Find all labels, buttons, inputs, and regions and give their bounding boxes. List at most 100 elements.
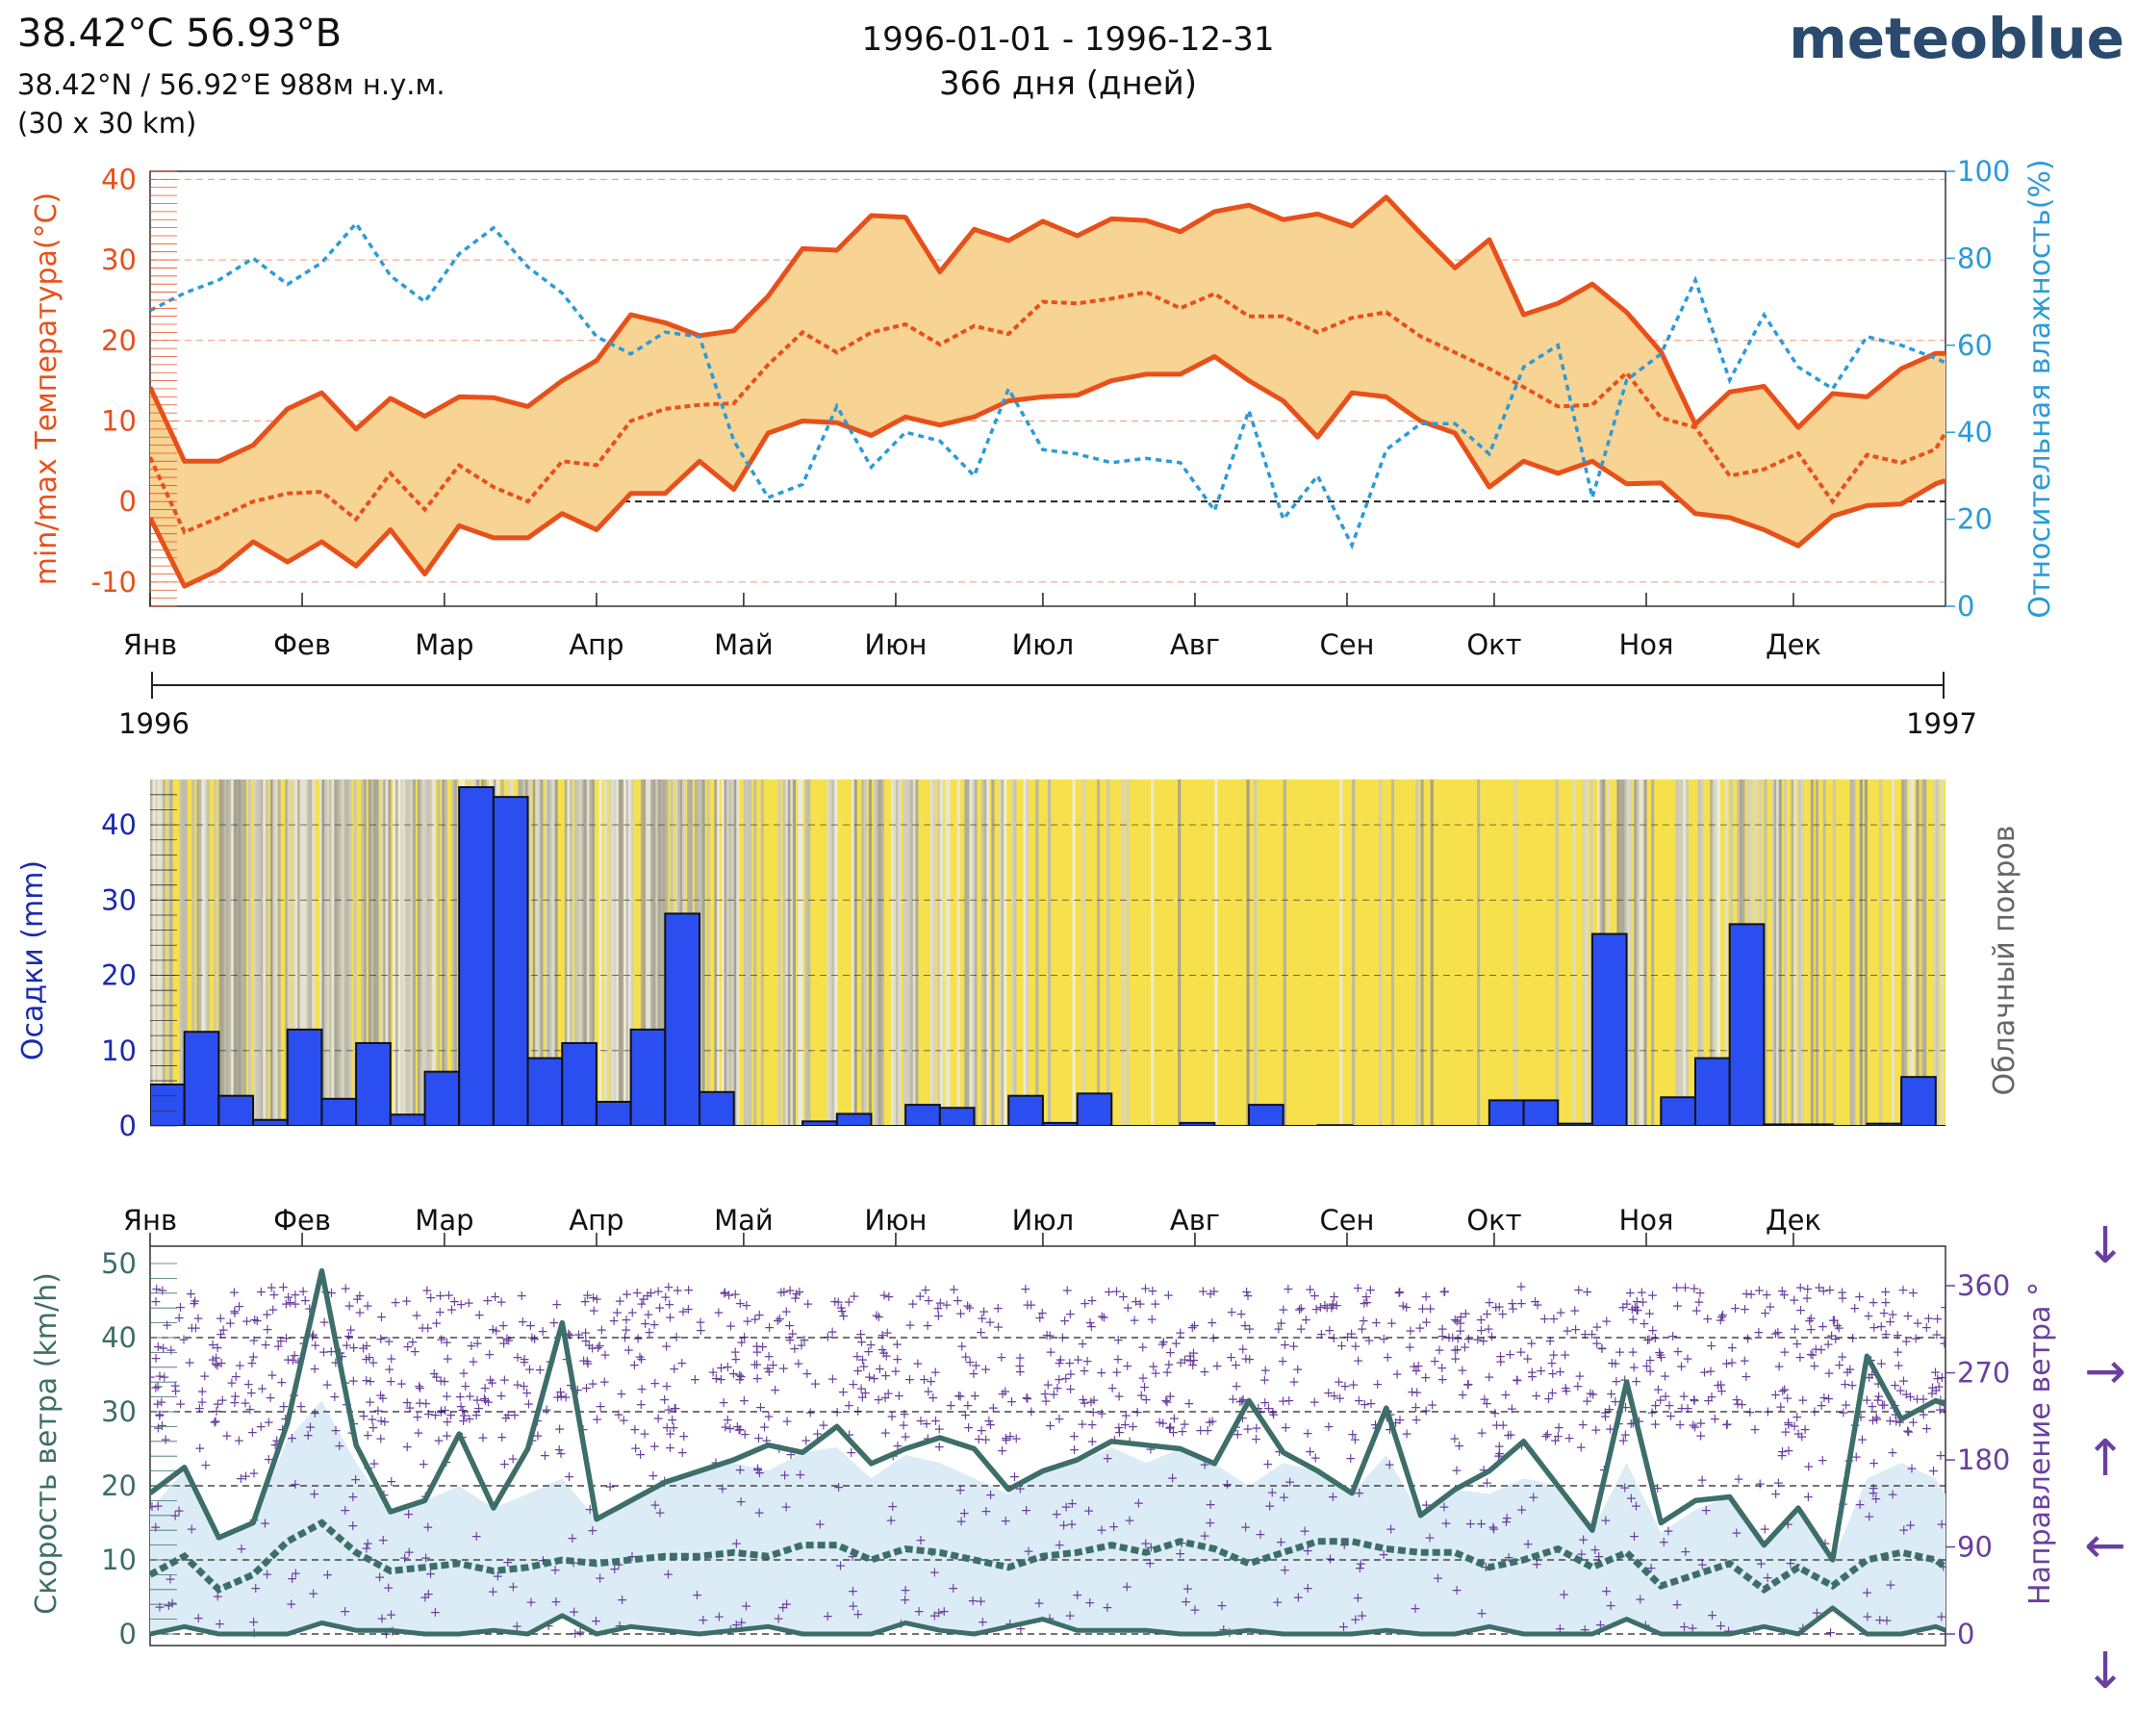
wind-direction-point: + [1936, 1610, 1947, 1625]
wind-direction-point: + [1805, 1322, 1817, 1338]
wind-direction-point: + [1730, 1301, 1742, 1316]
wind-direction-point: + [804, 1406, 816, 1421]
wind-direction-point: + [1325, 1551, 1336, 1567]
wind-direction-point: + [224, 1315, 236, 1331]
wind-direction-point: + [1526, 1366, 1538, 1381]
month-label-10: Ноя [1619, 1204, 1674, 1237]
wind-direction-point: + [563, 1327, 574, 1342]
wind-direction-point: + [292, 1355, 304, 1370]
wind-direction-point: + [635, 1397, 647, 1413]
wind-direction-point: + [632, 1332, 644, 1347]
wind-direction-point: + [1026, 1405, 1037, 1420]
wind-direction-point: + [1328, 1490, 1339, 1505]
wind-direction-point: + [622, 1288, 633, 1303]
wind-direction-point: + [1022, 1298, 1033, 1314]
wind-direction-point: + [196, 1394, 208, 1410]
wind-direction-point: + [1378, 1547, 1389, 1563]
wind-direction-point: + [487, 1375, 498, 1391]
cloud-stripe [361, 779, 365, 1126]
wind-direction-point: + [210, 1357, 221, 1372]
wind-direction-point: + [955, 1514, 967, 1529]
wind-direction-point: + [1280, 1420, 1291, 1436]
wind-direction-point: + [1923, 1311, 1935, 1326]
wind-direction-point: + [156, 1394, 167, 1410]
wind-direction-point: + [1384, 1457, 1395, 1472]
cloud-stripe [777, 779, 781, 1126]
wind-direction-point: + [1497, 1307, 1509, 1322]
cloud-stripe [260, 779, 264, 1126]
wind-direction-point: + [1932, 1371, 1944, 1387]
wind-direction-point: + [1868, 1414, 1879, 1429]
wind-direction-point: + [362, 1299, 373, 1315]
cloud-stripe [1859, 779, 1863, 1126]
wind-direction-point: + [1590, 1422, 1602, 1438]
cloud-stripe [372, 779, 377, 1126]
wind-direction-point: + [212, 1340, 223, 1356]
humidity-line [150, 220, 1945, 550]
wind-direction-point: + [221, 1429, 233, 1444]
wind-direction-point: + [170, 1384, 182, 1399]
wind-direction-point: + [1292, 1362, 1304, 1377]
cloud-stripe [569, 779, 573, 1126]
wind-direction-point: + [1148, 1360, 1159, 1375]
cloud-stripe [1940, 779, 1945, 1126]
wind-direction-point: + [863, 1344, 875, 1360]
wind-direction-point: + [643, 1308, 654, 1323]
wind-direction-point: + [1438, 1499, 1450, 1515]
wind-direction-point: + [1834, 1358, 1845, 1373]
wind-direction-point: + [789, 1341, 801, 1357]
wind-direction-point: + [1386, 1522, 1397, 1538]
wind-direction-point: + [629, 1358, 641, 1373]
wind-direction-point: + [1687, 1621, 1698, 1637]
cloud-stripe [309, 779, 313, 1126]
wind-direction-point: + [159, 1369, 170, 1385]
precip-tick-label-20: 20 [101, 959, 137, 992]
wind-direction-point: + [1885, 1315, 1896, 1330]
cloud-stripe [318, 779, 323, 1126]
wind-direction-point: + [229, 1395, 241, 1411]
wind-direction-point: + [374, 1570, 386, 1585]
cloud-stripe [1013, 779, 1017, 1126]
cloud-stripe [549, 779, 553, 1126]
precipitation-axis-label: Осадки (mm) [16, 860, 50, 1060]
wind-direction-point: + [919, 1372, 930, 1388]
wind-direction-point: + [964, 1355, 976, 1370]
wind-direction-point: + [1643, 1332, 1655, 1347]
wind-direction-point: + [1204, 1416, 1215, 1431]
cloud-stripe [532, 779, 536, 1126]
wind-direction-point: + [1626, 1491, 1638, 1506]
wind-direction-point: + [186, 1287, 197, 1302]
wind-direction-point: + [724, 1288, 735, 1303]
wind-direction-point: + [1862, 1392, 1873, 1408]
wind-direction-point: + [781, 1596, 793, 1612]
cloud-stripe [370, 779, 374, 1126]
cloud-stripe [554, 779, 558, 1126]
wind-direction-point: + [595, 1399, 606, 1415]
cloud-stripe [253, 779, 257, 1126]
wind-direction-point: + [1157, 1416, 1169, 1431]
wind-direction-point: + [676, 1356, 688, 1371]
wind-direction-point: + [618, 1413, 629, 1428]
wind-direction-point: + [848, 1584, 859, 1599]
wind-direction-point: + [1168, 1411, 1180, 1426]
cloud-stripe [974, 779, 978, 1126]
wind-direction-arrow-icon: ↓ [2084, 1643, 2126, 1700]
wind-direction-point: + [1682, 1401, 1693, 1417]
cloud-stripe [1178, 779, 1182, 1126]
wind-direction-point: + [1667, 1329, 1679, 1344]
wind-direction-point: + [1600, 1409, 1612, 1424]
wind-direction-point: + [1893, 1344, 1904, 1360]
wind-direction-point: + [1927, 1380, 1939, 1395]
cloud-stripe [1832, 779, 1836, 1126]
wind-direction-point: + [386, 1351, 397, 1366]
wind-direction-point: + [160, 1432, 171, 1447]
wind-direction-point: + [1691, 1303, 1703, 1318]
wind-direction-point: + [623, 1343, 635, 1359]
wind-direction-point: + [1689, 1392, 1700, 1408]
wind-direction-point: + [1433, 1570, 1444, 1586]
cloud-stripe [420, 779, 423, 1126]
wind-direction-point: + [1059, 1314, 1071, 1329]
wind-direction-point: + [1414, 1320, 1426, 1336]
cloud-stripe [579, 779, 583, 1126]
